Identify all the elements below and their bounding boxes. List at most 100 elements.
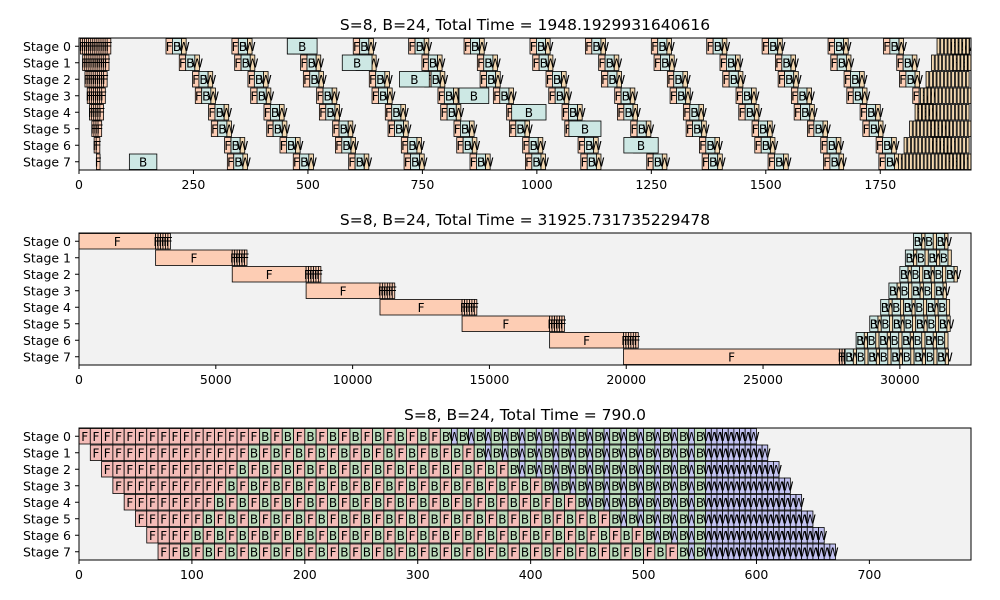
block-label: B xyxy=(284,430,292,444)
block-label: F xyxy=(686,122,693,136)
block-label: F xyxy=(544,496,551,510)
block-label: F xyxy=(601,512,608,526)
block-label: F xyxy=(318,496,325,510)
block-label: F xyxy=(369,73,376,87)
block-label: F xyxy=(550,317,557,331)
block-label: B xyxy=(902,334,910,348)
block-label: W xyxy=(521,122,533,136)
block-label: B xyxy=(182,545,190,559)
block-label: B xyxy=(374,529,382,543)
block-label: B xyxy=(353,56,361,70)
block-label: F xyxy=(307,479,314,493)
block-label: F xyxy=(409,529,416,543)
block-label: F xyxy=(332,122,339,136)
block-label: F xyxy=(499,496,506,510)
block-W xyxy=(945,153,950,170)
block-label: F xyxy=(549,89,556,103)
block-label: B xyxy=(914,334,922,348)
block-W xyxy=(944,332,949,349)
block-label: F xyxy=(341,463,348,477)
block-label: F xyxy=(330,479,337,493)
block-label: F xyxy=(752,122,759,136)
block-label: F xyxy=(899,73,906,87)
block-label: B xyxy=(937,235,945,249)
block-label: F xyxy=(388,122,395,136)
block-label: F xyxy=(883,40,890,54)
block-label: B xyxy=(628,446,636,460)
y-tick-label: Stage 5 xyxy=(23,511,71,526)
block-W xyxy=(279,104,285,121)
block-label: W xyxy=(663,40,675,54)
x-tick-label: 10000 xyxy=(333,372,373,387)
block-label: B xyxy=(272,545,280,559)
block-label: W xyxy=(413,139,425,153)
block-label: W xyxy=(872,106,884,120)
block-W xyxy=(947,104,952,121)
block-label: F xyxy=(228,430,235,444)
block-W xyxy=(925,137,930,154)
block-label: F xyxy=(794,106,801,120)
block-label: F xyxy=(562,106,569,120)
y-tick-label: Stage 7 xyxy=(23,544,71,559)
block-W xyxy=(936,71,941,88)
block-label: B xyxy=(594,463,602,477)
block-label: B xyxy=(611,446,619,460)
block-label: F xyxy=(630,122,637,136)
block-B xyxy=(458,87,490,104)
block-W xyxy=(943,137,948,154)
block-label: F xyxy=(104,446,111,460)
block-label: B xyxy=(493,430,501,444)
block-label: B xyxy=(677,89,685,103)
block-label: F xyxy=(778,73,785,87)
block-label: F xyxy=(581,155,588,169)
x-tick-label: 750 xyxy=(410,177,434,192)
block-W xyxy=(960,120,964,137)
block-label: F xyxy=(547,317,554,331)
block-label: F xyxy=(465,512,472,526)
block-label: B xyxy=(890,40,898,54)
y-tick-label: Stage 4 xyxy=(23,105,71,120)
block-label: F xyxy=(158,235,165,249)
block-label: F xyxy=(431,430,438,444)
block-W xyxy=(965,38,970,55)
block-label: B xyxy=(395,122,403,136)
block-label: F xyxy=(149,446,156,460)
block-W xyxy=(953,54,957,71)
block-label: W xyxy=(247,56,259,70)
block-label: B xyxy=(408,545,416,559)
block-label: F xyxy=(913,89,920,103)
block-W xyxy=(954,104,959,121)
x-tick-label: 400 xyxy=(519,567,543,582)
block-label: F xyxy=(502,317,509,331)
block-W xyxy=(265,87,272,104)
block-label: B xyxy=(904,301,912,315)
block-W xyxy=(953,153,957,170)
block-label: F xyxy=(509,122,516,136)
block-W xyxy=(455,104,462,121)
block-label: F xyxy=(456,139,463,153)
block-label: F xyxy=(739,106,746,120)
block-label: B xyxy=(527,463,535,477)
block-W xyxy=(239,137,246,154)
block-label: W xyxy=(840,40,852,54)
block-label: W xyxy=(178,40,190,54)
block-label: B xyxy=(258,89,266,103)
block-W xyxy=(914,137,919,154)
block-label: F xyxy=(621,334,628,348)
block-label: F xyxy=(397,545,404,559)
block-label: B xyxy=(218,122,226,136)
block-W xyxy=(947,249,952,266)
block-W xyxy=(925,71,930,88)
block-W xyxy=(629,87,636,104)
block-label: B xyxy=(769,40,777,54)
block-label: F xyxy=(488,479,495,493)
block-W xyxy=(960,153,964,170)
plot-frame xyxy=(78,37,972,171)
block-label: F xyxy=(443,512,450,526)
block-label: B xyxy=(284,529,292,543)
block-label: F xyxy=(228,463,235,477)
block-B xyxy=(341,54,373,71)
block-W xyxy=(936,38,941,55)
block-W xyxy=(942,153,946,170)
block-label: B xyxy=(634,545,642,559)
